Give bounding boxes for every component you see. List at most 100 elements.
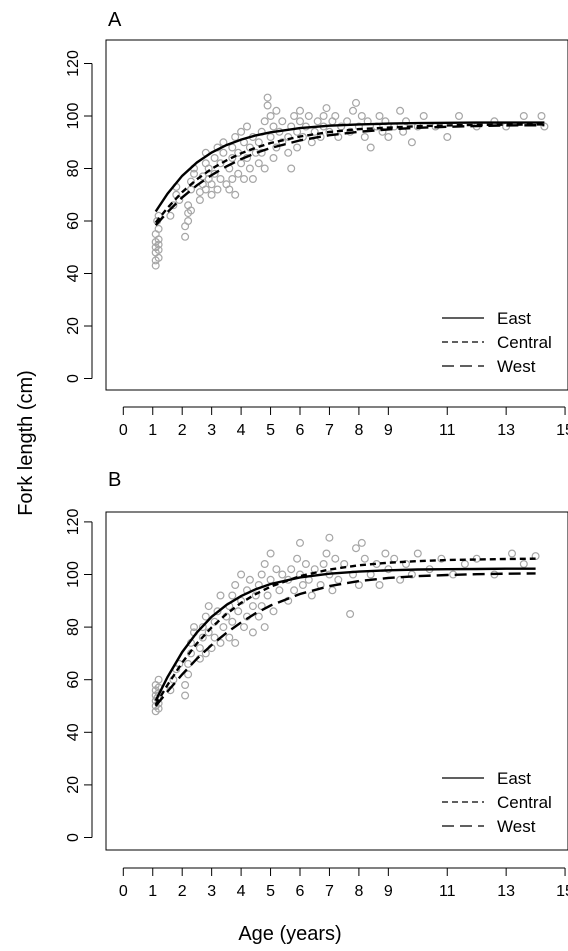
scatter-point: [234, 169, 243, 178]
scatter-point: [352, 98, 361, 107]
x-tick-label: 9: [384, 883, 393, 900]
x-tick-label: 5: [266, 883, 275, 900]
scatter-point: [519, 111, 528, 120]
scatter-point: [360, 133, 369, 142]
scatter-point: [278, 570, 287, 579]
panel-b-scatter-points: [151, 533, 540, 716]
scatter-point: [290, 586, 299, 595]
panel-b-legend: East Central West: [442, 769, 552, 836]
x-tick-label: 9: [384, 422, 393, 439]
scatter-point: [225, 185, 234, 194]
x-tick-label: 11: [439, 883, 456, 900]
x-tick-label: 7: [325, 422, 334, 439]
x-tick-label: 1: [148, 422, 157, 439]
scatter-point: [287, 164, 296, 173]
scatter-point: [402, 559, 411, 568]
scatter-point: [375, 580, 384, 589]
scatter-point: [263, 101, 272, 110]
y-tick-label: 20: [65, 776, 82, 794]
y-tick-label: 120: [65, 508, 82, 535]
scatter-point: [231, 133, 240, 142]
scatter-point: [272, 565, 281, 574]
scatter-point: [346, 609, 355, 618]
y-tick-label: 100: [65, 103, 82, 130]
scatter-point: [184, 670, 193, 679]
y-tick-label: 40: [65, 265, 82, 283]
scatter-point: [248, 628, 257, 637]
panel-b-y-axis: 0 20 40 60 80 100 120: [65, 508, 93, 842]
panel-b-x-axis: 0 1 2 3 4 5 6 7 8 9 11 13 15: [119, 867, 568, 900]
scatter-point: [254, 159, 263, 168]
scatter-point: [187, 206, 196, 215]
y-tick-label: 60: [65, 212, 82, 230]
legend-label-east: East: [497, 309, 531, 328]
scatter-point: [154, 704, 163, 713]
scatter-point: [266, 111, 275, 120]
scatter-point: [207, 180, 216, 189]
panel-a-y-axis: 0 20 40 60 80 100 120: [65, 50, 93, 383]
scatter-point: [184, 217, 193, 226]
scatter-point: [334, 575, 343, 584]
scatter-point: [331, 111, 340, 120]
scatter-point: [237, 159, 246, 168]
scatter-point: [381, 549, 390, 558]
scatter-point: [216, 175, 225, 184]
y-tick-label: 0: [65, 374, 82, 383]
scatter-point: [228, 154, 237, 163]
scatter-point: [293, 143, 302, 152]
scatter-point: [260, 117, 269, 126]
scatter-point: [419, 111, 428, 120]
x-tick-label: 15: [556, 883, 568, 900]
x-tick-label: 6: [296, 883, 305, 900]
scatter-point: [537, 111, 546, 120]
scatter-point: [296, 117, 305, 126]
scatter-point: [254, 138, 263, 147]
panel-a-scatter-points: [151, 93, 549, 270]
scatter-point: [284, 148, 293, 157]
panel-b-label: B: [108, 469, 121, 491]
scatter-point: [287, 565, 296, 574]
scatter-point: [357, 538, 366, 547]
panel-a-fitted-curves: [154, 121, 545, 227]
scatter-point: [213, 185, 222, 194]
scatter-point: [290, 111, 299, 120]
x-tick-label: 13: [497, 422, 515, 439]
panel-b-plot-frame: [105, 511, 568, 851]
scatter-point: [228, 617, 237, 626]
scatter-point: [228, 143, 237, 152]
legend-label-central: Central: [497, 793, 552, 812]
scatter-point: [190, 623, 199, 632]
y-tick-label: 100: [65, 561, 82, 588]
scatter-point: [443, 133, 452, 142]
scatter-point: [210, 633, 219, 642]
scatter-point: [319, 559, 328, 568]
scatter-point: [304, 111, 313, 120]
scatter-point: [154, 235, 163, 244]
x-tick-label: 3: [207, 883, 216, 900]
y-axis-label: Fork length (cm): [15, 370, 37, 516]
scatter-point: [407, 570, 416, 579]
scatter-point: [240, 623, 249, 632]
x-tick-label: 4: [237, 883, 246, 900]
scatter-point: [460, 559, 469, 568]
scatter-point: [293, 554, 302, 563]
scatter-point: [519, 559, 528, 568]
x-tick-label: 6: [296, 422, 305, 439]
scatter-point: [437, 554, 446, 563]
scatter-point: [210, 154, 219, 163]
legend-label-west: West: [497, 817, 536, 836]
scatter-point: [375, 111, 384, 120]
scatter-point: [313, 117, 322, 126]
panel-a-x-axis: 0 1 2 3 4 5 6 7 8 9 11 13 15: [119, 406, 568, 439]
curve-central: [154, 557, 536, 706]
y-tick-label: 0: [65, 833, 82, 842]
x-tick-label: 2: [178, 422, 187, 439]
scatter-point: [201, 185, 210, 194]
legend-label-central: Central: [497, 333, 552, 352]
curve-east: [154, 121, 545, 213]
scatter-point: [413, 549, 422, 558]
scatter-point: [219, 623, 228, 632]
scatter-point: [331, 554, 340, 563]
scatter-point: [151, 261, 160, 270]
